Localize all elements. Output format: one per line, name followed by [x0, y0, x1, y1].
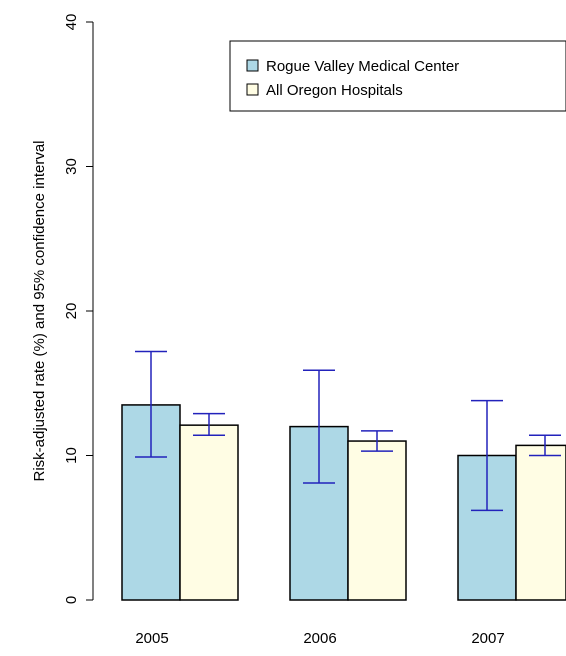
- legend-swatch-all-oregon: [246, 83, 259, 96]
- error-bar-rogue-valley-2006: [303, 369, 335, 484]
- y-axis: 0 10 20 30 40: [63, 14, 94, 604]
- error-bar-rogue-valley-2005: [135, 350, 167, 458]
- error-bar-all-oregon-2006: [361, 430, 393, 452]
- y-tick-label-10: 10: [63, 447, 80, 464]
- error-bar-rogue-valley-2007: [471, 399, 503, 512]
- x-tick-label-2007: 2007: [471, 630, 504, 647]
- bar-all-oregon-2005: [179, 424, 239, 601]
- error-bars-layer: [135, 350, 561, 512]
- bars-layer: [121, 404, 566, 601]
- legend-label-rogue-valley: Rogue Valley Medical Center: [266, 58, 459, 75]
- x-tick-labels: 2005 2006 2007: [135, 630, 504, 647]
- legend-label-all-oregon: All Oregon Hospitals: [266, 82, 403, 99]
- x-tick-label-2005: 2005: [135, 630, 168, 647]
- y-tick-label-0: 0: [63, 596, 80, 604]
- bar-all-oregon-2006: [347, 440, 407, 601]
- y-tick-label-40: 40: [63, 14, 80, 31]
- legend-swatch-rogue-valley: [246, 59, 259, 72]
- bar-all-oregon-2007: [515, 444, 566, 601]
- y-tick-label-20: 20: [63, 303, 80, 320]
- error-bar-all-oregon-2007: [529, 434, 561, 457]
- legend-box: [229, 40, 566, 112]
- legend: Rogue Valley Medical Center All Oregon H…: [229, 40, 566, 112]
- error-bar-all-oregon-2005: [193, 412, 225, 437]
- y-axis-title: Risk-adjusted rate (%) and 95% confidenc…: [31, 140, 48, 481]
- y-tick-label-30: 30: [63, 158, 80, 175]
- x-tick-label-2006: 2006: [303, 630, 336, 647]
